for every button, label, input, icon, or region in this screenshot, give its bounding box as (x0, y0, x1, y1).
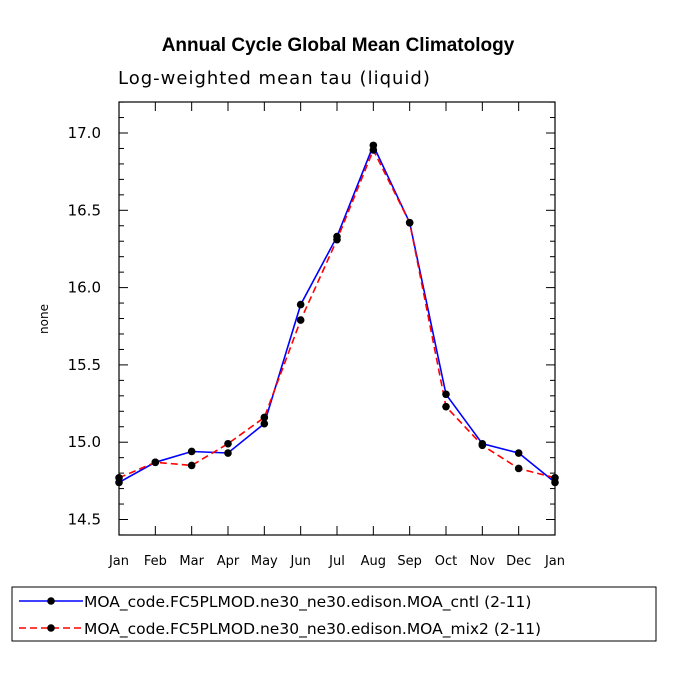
x-tick-label: Oct (435, 554, 457, 569)
series-2-point (333, 235, 341, 244)
y-tick-label: 16.0 (68, 279, 101, 297)
x-tick-label: Jun (290, 554, 311, 569)
series-2-point (514, 464, 523, 473)
series-2-point (260, 413, 269, 422)
chart-title: Annual Cycle Global Mean Climatology (162, 35, 515, 56)
series-2-point (478, 441, 487, 450)
x-tick-label: Feb (144, 554, 167, 569)
legend-box (11, 586, 657, 642)
series-2-point (296, 316, 305, 324)
series-1-point (224, 449, 232, 457)
x-tick-label: May (251, 554, 278, 569)
series-line-1 (118, 143, 556, 484)
x-tick-label: Jul (328, 554, 345, 569)
y-tick-label: 15.5 (68, 356, 101, 374)
series-2-point (187, 461, 196, 470)
x-tick-label: Mar (179, 554, 204, 569)
series-1-point (187, 447, 196, 456)
series-2-point (151, 458, 160, 467)
x-tick-label: Apr (217, 554, 240, 569)
x-tick-label: Aug (361, 554, 386, 569)
series-1-point (296, 300, 305, 309)
legend-label-2: MOA_code.FC5PLMOD.ne30_ne30.edison.MOA_m… (84, 620, 541, 639)
y-tick-label: 17.0 (68, 124, 101, 142)
series-1-point (514, 449, 523, 457)
series-2-point (224, 439, 232, 448)
x-tick-label: Dec (506, 554, 531, 569)
x-tick-label: Jan (544, 554, 565, 569)
y-axis-label: none (37, 304, 51, 334)
series-2-point (551, 473, 559, 482)
series-2-point (369, 146, 378, 154)
series-1-point (442, 390, 450, 399)
x-tick-label: Nov (470, 554, 496, 569)
series-line-2 (118, 148, 556, 479)
y-tick-label: 14.5 (68, 511, 101, 529)
legend-marker-1 (47, 597, 55, 605)
x-tick-label: Jan (108, 554, 129, 569)
series-2-point (115, 473, 123, 482)
series-2-point (405, 218, 414, 227)
legend-label-1: MOA_code.FC5PLMOD.ne30_ne30.edison.MOA_c… (84, 593, 531, 612)
series-1-point (260, 419, 269, 428)
chart-subtitle: Log-weighted mean tau (liquid) (118, 68, 431, 89)
x-tick-label: Sep (397, 554, 422, 569)
plot-frame (118, 101, 556, 536)
y-tick-label: 16.5 (68, 201, 101, 219)
legend-marker-2 (47, 624, 55, 632)
series-2-point (442, 402, 450, 411)
y-tick-label: 15.0 (68, 433, 101, 451)
